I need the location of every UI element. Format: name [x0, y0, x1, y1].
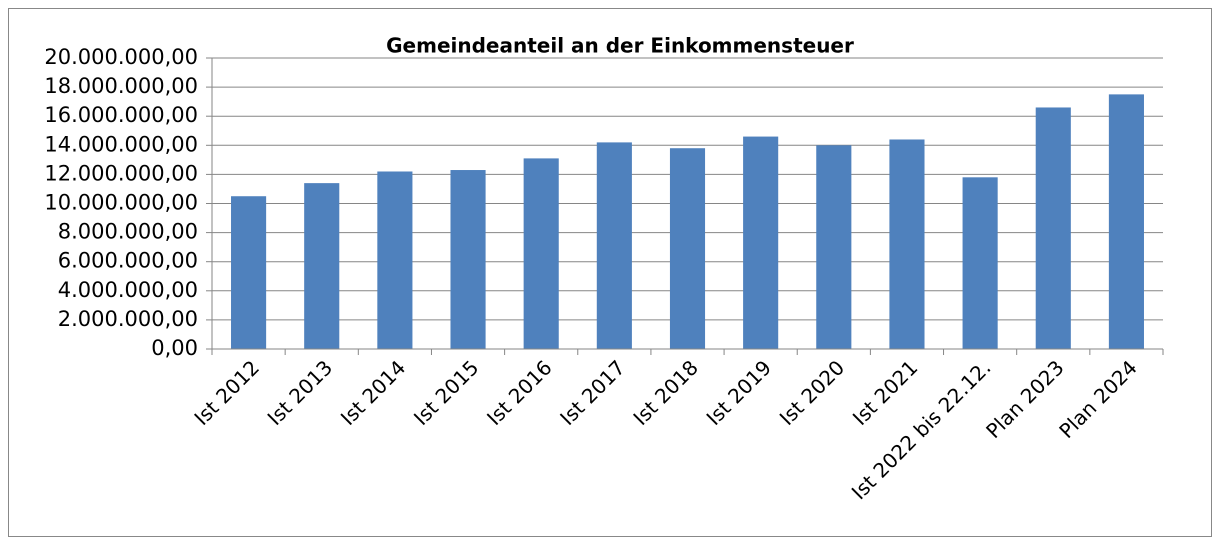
bar: [669, 148, 706, 349]
y-tick-label: 20.000.000,00: [44, 45, 198, 69]
y-tick-label: 12.000.000,00: [44, 161, 198, 185]
chart-title: Gemeindeanteil an der Einkommensteuer: [386, 34, 854, 58]
bar: [1035, 107, 1071, 349]
bar: [304, 183, 340, 349]
y-tick-label: 18.000.000,00: [44, 74, 198, 98]
y-tick-label: 2.000.000,00: [58, 307, 198, 331]
bar: [596, 142, 632, 349]
y-tick-label: 6.000.000,00: [58, 249, 198, 273]
y-tick-label: 8.000.000,00: [58, 220, 198, 244]
bar: [889, 139, 925, 349]
bar: [377, 171, 413, 349]
y-tick-label: 10.000.000,00: [44, 191, 198, 215]
y-tick-label: 0,00: [151, 336, 198, 360]
bar: [1108, 94, 1144, 349]
bar: [523, 158, 559, 349]
y-tick-label: 4.000.000,00: [58, 278, 198, 302]
bar: [743, 136, 779, 349]
bar: [962, 177, 998, 349]
bar: [450, 170, 486, 349]
y-tick-label: 14.000.000,00: [44, 132, 198, 156]
bar: [231, 196, 267, 349]
y-tick-label: 16.000.000,00: [44, 103, 198, 127]
bar: [816, 145, 852, 349]
